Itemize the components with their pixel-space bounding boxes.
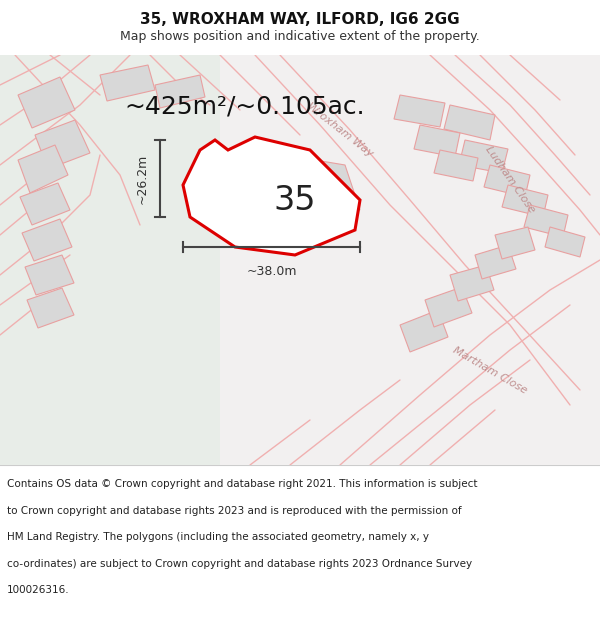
Polygon shape (434, 150, 478, 181)
Polygon shape (285, 155, 360, 210)
Polygon shape (100, 65, 155, 101)
Text: HM Land Registry. The polygons (including the associated geometry, namely x, y: HM Land Registry. The polygons (includin… (7, 532, 429, 542)
Text: Martham Close: Martham Close (451, 344, 529, 396)
Polygon shape (22, 219, 72, 261)
Polygon shape (0, 55, 220, 465)
Text: Ludham Close: Ludham Close (483, 145, 537, 215)
Polygon shape (35, 120, 90, 169)
Polygon shape (484, 165, 530, 197)
Text: ~26.2m: ~26.2m (136, 153, 149, 204)
Polygon shape (18, 145, 68, 193)
Polygon shape (27, 288, 74, 328)
Polygon shape (414, 125, 460, 157)
Polygon shape (495, 227, 535, 259)
Polygon shape (444, 105, 495, 140)
Text: 100026316.: 100026316. (7, 585, 70, 595)
Text: co-ordinates) are subject to Crown copyright and database rights 2023 Ordnance S: co-ordinates) are subject to Crown copyr… (7, 559, 472, 569)
Polygon shape (220, 55, 600, 465)
Text: ~38.0m: ~38.0m (246, 265, 297, 278)
Polygon shape (475, 245, 516, 279)
Text: Wroxham Way: Wroxham Way (305, 101, 375, 159)
Polygon shape (25, 255, 74, 295)
Polygon shape (425, 287, 472, 327)
Polygon shape (18, 77, 75, 128)
Text: Map shows position and indicative extent of the property.: Map shows position and indicative extent… (120, 30, 480, 43)
Polygon shape (450, 265, 494, 301)
Text: to Crown copyright and database rights 2023 and is reproduced with the permissio: to Crown copyright and database rights 2… (7, 506, 462, 516)
Polygon shape (524, 205, 568, 237)
Text: ~425m²/~0.105ac.: ~425m²/~0.105ac. (125, 95, 365, 119)
Polygon shape (394, 95, 445, 127)
Polygon shape (545, 227, 585, 257)
Polygon shape (502, 185, 548, 217)
Polygon shape (183, 137, 360, 255)
Text: 35, WROXHAM WAY, ILFORD, IG6 2GG: 35, WROXHAM WAY, ILFORD, IG6 2GG (140, 12, 460, 27)
Polygon shape (20, 183, 70, 225)
Polygon shape (459, 140, 508, 173)
Polygon shape (400, 310, 448, 352)
Text: Contains OS data © Crown copyright and database right 2021. This information is : Contains OS data © Crown copyright and d… (7, 479, 478, 489)
Polygon shape (155, 75, 205, 108)
Text: 35: 35 (274, 184, 316, 216)
